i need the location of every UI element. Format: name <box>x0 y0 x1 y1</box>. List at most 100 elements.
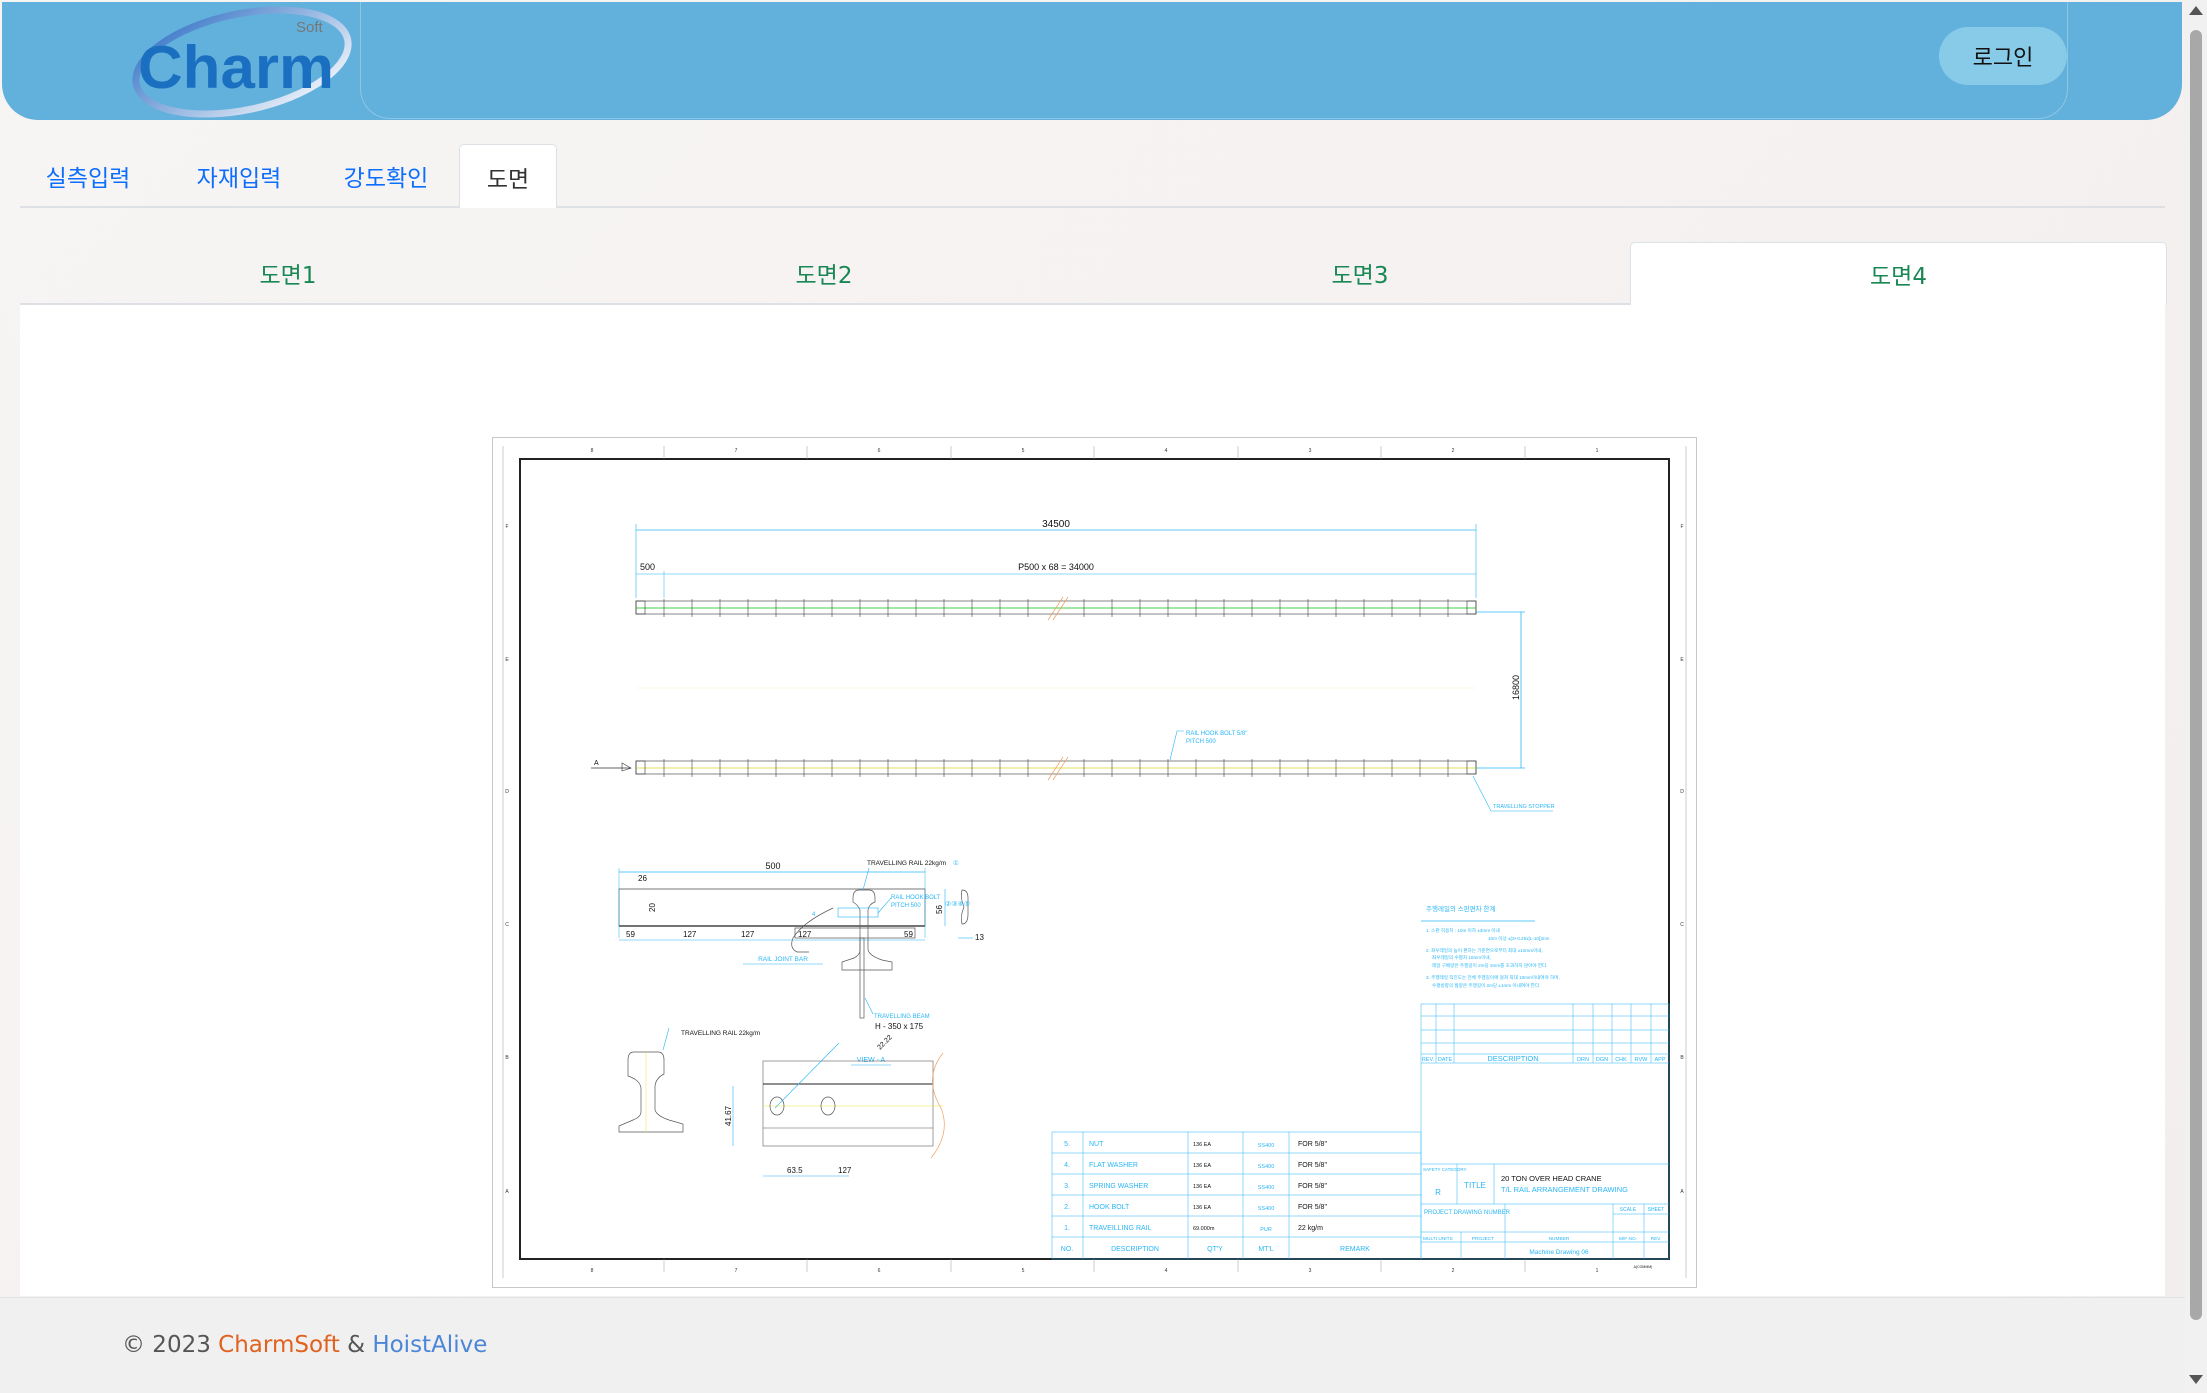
part-no: 3. <box>1064 1183 1070 1190</box>
parts-header: REMARK <box>1340 1246 1370 1253</box>
scroll-up-arrow-icon[interactable] <box>2189 6 2203 15</box>
dim-pitch: P500 x 68 = 34000 <box>1018 562 1094 572</box>
dim-hole-dia: 22.22 <box>876 1034 893 1051</box>
break-line <box>1047 596 1064 621</box>
scrollbar-thumb[interactable] <box>2190 30 2202 1320</box>
grid-column-label: 6 <box>878 1268 881 1274</box>
parts-header: DESCRIPTION <box>1111 1246 1159 1253</box>
dim-offset: 63.5 <box>787 1166 803 1175</box>
dim-spacing-2: 127 <box>683 930 697 939</box>
view-a-rail-mark: ① <box>953 859 959 867</box>
dim-first: 500 <box>640 562 655 572</box>
tab-strength-check[interactable]: 강도확인 <box>343 165 429 192</box>
page-scrollbar[interactable] <box>2185 0 2207 1392</box>
sheet-label: SHEET <box>1648 1207 1665 1213</box>
drawing-image: 8 8 7 7 6 6 5 5 4 4 3 3 2 2 1 1 F F E E D D C C B B A A 34500 500 P… <box>492 437 1697 1288</box>
dim-total: 34500 <box>1042 519 1070 530</box>
view-a-bolt-label: RAIL HOOK BOLT <box>891 895 941 901</box>
tab-drawing[interactable]: 도면 <box>459 144 557 208</box>
safety-label: SAFETY CATEGORY <box>1423 1167 1467 1172</box>
view-a-rail-label: TRAVELLING RAIL 22kg/m <box>867 860 946 867</box>
mf-no-label: M/F NO. <box>1619 1236 1637 1242</box>
part-description: HOOK BOLT <box>1089 1204 1130 1211</box>
part-no: 4. <box>1064 1162 1070 1169</box>
header-panel <box>360 2 2068 119</box>
grid-column-label: 8 <box>591 1268 594 1274</box>
part-qty: 136 EA <box>1193 1163 1211 1169</box>
grid-column-label: 7 <box>735 1268 738 1274</box>
hook-bolt-pitch: PITCH 500 <box>1186 739 1216 745</box>
top-rail-plan: 34500 500 P500 x 68 = 34000 <box>635 519 1477 598</box>
grid-row-label: F <box>505 524 508 530</box>
footer-text: © 2023 CharmSoft & HoistAlive <box>122 1332 487 1358</box>
grid-column-label: 1 <box>1596 448 1599 454</box>
part-description: NUT <box>1089 1141 1104 1148</box>
span-dimension: 16800 <box>1476 611 1525 769</box>
title-line-1: 20 TON OVER HEAD CRANE <box>1501 1174 1602 1183</box>
part-description: FLAT WASHER <box>1089 1162 1138 1169</box>
part-material: SS400 <box>1258 1164 1275 1170</box>
notes-title: 주행레일의 스판편차 한계 <box>1426 904 1495 913</box>
dim-rail-height: 41.67 <box>724 1105 733 1126</box>
rail-stopper <box>1466 600 1477 615</box>
part-remark: FOR 5/8" <box>1298 1141 1327 1148</box>
note-line: 10m 이상 ±(3+0.25x[L-10])mm <box>1488 935 1550 942</box>
header: Charm Soft 로그인 <box>2 2 2182 120</box>
title-line-2: T/L RAIL ARRANGEMENT DRAWING <box>1501 1185 1628 1194</box>
part-material: SS400 <box>1258 1143 1275 1149</box>
scroll-down-arrow-icon[interactable] <box>2189 1375 2203 1384</box>
grid-column-label: 7 <box>735 448 738 454</box>
rev-header: RVW <box>1635 1057 1649 1063</box>
tab-material-input[interactable]: 자재입력 <box>196 165 282 192</box>
grid-column-label: 4 <box>1165 1268 1168 1274</box>
view-a-section: TRAVELLING RAIL 22kg/m ① RAIL HOOK BOLT … <box>791 859 970 1066</box>
note-line: 수평방향의 휨량은 주행길이 2m당 ±1mm 이내여야 한다. <box>1432 982 1540 989</box>
revision-table <box>1420 1003 1670 1260</box>
rev-label: REV. <box>1651 1236 1662 1242</box>
project-drawing-number: PROJECT DRAWING NUMBER <box>1424 1210 1511 1216</box>
logo-text: Charm <box>138 34 334 101</box>
top-rail <box>635 596 1477 621</box>
ampersand: & <box>347 1332 365 1358</box>
number-label: NUMBER <box>1549 1236 1570 1242</box>
grid-row-label: A <box>505 1189 509 1195</box>
grid-row-label: E <box>1680 657 1684 663</box>
part-remark: FOR 5/8" <box>1298 1183 1327 1190</box>
part-description: SPRING WASHER <box>1089 1183 1148 1190</box>
charmsoft-logo[interactable]: Charm Soft <box>132 4 362 118</box>
break-line <box>1052 596 1069 621</box>
tab-measurement-input[interactable]: 실측입력 <box>45 165 131 192</box>
drawing-number: Machine Drawing 06 <box>1529 1249 1589 1256</box>
part-qty: 136 EA <box>1193 1184 1211 1190</box>
subtab-drawing-4[interactable]: 도면4 <box>1630 242 2167 305</box>
rev-header: CHK <box>1615 1057 1627 1063</box>
rail-section-label: TRAVELLING RAIL 22kg/m <box>681 1030 760 1037</box>
break-line <box>1052 756 1069 781</box>
part-remark: FOR 5/8" <box>1298 1204 1327 1211</box>
break-line <box>1047 756 1064 781</box>
grid-column-label: 3 <box>1309 1268 1312 1274</box>
dim-hole-height: 20 <box>648 903 657 912</box>
dim-bar-height: 56 <box>935 905 944 914</box>
parts-row: 3. SPRING WASHER 136 EA SS400 FOR 5/8" <box>1064 1183 1327 1191</box>
project-label: PROJECT <box>1472 1236 1494 1242</box>
note-line: 레일 구배량은 주행길이 2m당 2mm를 초과하지 않아야 한다. <box>1432 962 1548 969</box>
rev-header: DGN <box>1596 1057 1608 1063</box>
grid-column-label: 6 <box>878 448 881 454</box>
grid-row-label: F <box>1680 524 1683 530</box>
subtab-drawing-3[interactable]: 도면3 <box>1331 263 1389 289</box>
grid-column-label: 8 <box>591 448 594 454</box>
grid-row-label: B <box>505 1055 509 1061</box>
grid-row-label: B <box>1680 1055 1684 1061</box>
grid-row-label: C <box>1680 922 1684 928</box>
dim-hole-offset: 26 <box>638 874 647 883</box>
parts-header: NO. <box>1061 1246 1074 1253</box>
subtab-drawing-2[interactable]: 도면2 <box>795 263 853 289</box>
part-no: 2. <box>1064 1204 1070 1211</box>
subtab-drawing-1[interactable]: 도면1 <box>259 263 317 289</box>
rev-header: DATE <box>1438 1057 1453 1063</box>
login-button[interactable]: 로그인 <box>1939 27 2067 85</box>
parts-row: 4. FLAT WASHER 136 EA SS400 FOR 5/8" <box>1064 1162 1327 1170</box>
charmsoft-link[interactable]: CharmSoft <box>218 1332 340 1358</box>
hoistalive-link[interactable]: HoistAlive <box>372 1332 488 1358</box>
